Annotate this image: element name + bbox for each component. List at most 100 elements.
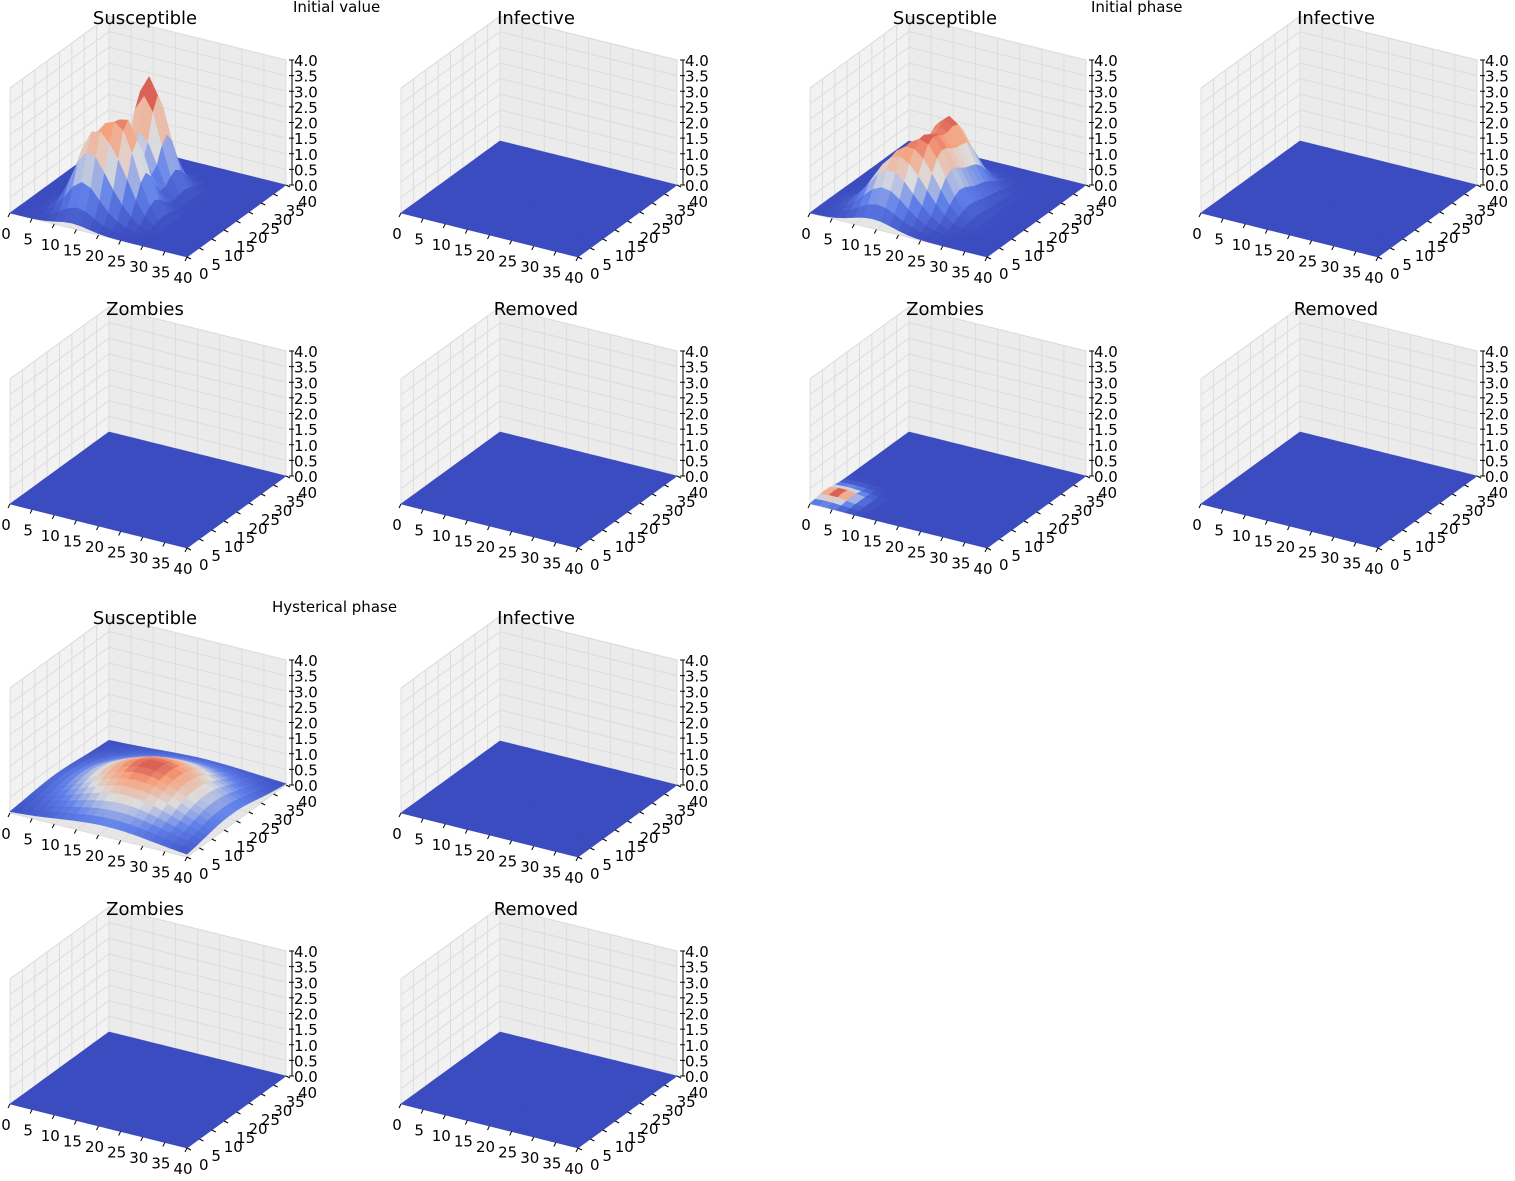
x-tick-label: 25 — [907, 544, 926, 562]
x-tick-label: 5 — [1214, 231, 1224, 249]
y-tick-label: 5 — [1402, 256, 1412, 274]
panel-title: Removed — [494, 899, 578, 920]
y-tick — [249, 1103, 253, 1105]
y-tick-label: 5 — [1011, 256, 1021, 274]
x-tick — [8, 213, 10, 217]
x-tick-label: 35 — [542, 555, 561, 573]
z-tick-label: 1.0 — [1485, 437, 1509, 455]
y-tick-label: 5 — [602, 1147, 612, 1165]
y-tick — [1403, 239, 1407, 241]
x-tick-label: 40 — [973, 560, 992, 578]
x-tick-label: 25 — [907, 253, 926, 271]
x-tick — [8, 813, 10, 817]
x-tick — [97, 835, 99, 839]
x-tick-label: 25 — [498, 853, 517, 871]
x-tick-label: 30 — [129, 549, 148, 567]
x-tick — [30, 819, 32, 823]
x-tick — [399, 1104, 401, 1108]
z-tick-label: 2.5 — [685, 699, 709, 717]
x-tick-label: 15 — [1254, 533, 1273, 551]
z-tick-label: 4.0 — [294, 52, 318, 70]
x-tick-label: 25 — [498, 544, 517, 562]
x-tick — [1376, 257, 1378, 261]
x-tick-label: 5 — [823, 231, 833, 249]
z-tick-label: 3.5 — [1485, 68, 1509, 86]
y-tick — [1037, 512, 1041, 514]
x-tick — [97, 526, 99, 530]
y-tick — [640, 812, 644, 814]
z-tick-label: 2.5 — [685, 99, 709, 117]
x-tick-label: 20 — [885, 538, 904, 556]
y-tick — [578, 257, 582, 259]
x-tick — [963, 543, 965, 547]
z-tick-label: 2.0 — [1485, 115, 1509, 133]
z-tick-label: 2.5 — [1485, 390, 1509, 408]
x-tick-label: 10 — [841, 236, 860, 254]
z-tick-label: 1.0 — [294, 146, 318, 164]
z-tick-label: 0.5 — [1485, 452, 1509, 470]
z-tick-label: 1.5 — [685, 130, 709, 148]
y-tick-label: 0 — [1390, 556, 1400, 574]
z-tick-label: 0.5 — [1094, 452, 1118, 470]
x-tick-label: 35 — [151, 555, 170, 573]
x-tick — [74, 830, 76, 834]
x-tick-label: 20 — [1276, 247, 1295, 265]
y-tick — [249, 212, 253, 214]
x-tick — [897, 235, 899, 239]
y-tick-label: 40 — [1098, 193, 1117, 211]
y-tick — [1024, 521, 1028, 523]
x-tick — [1243, 224, 1245, 228]
y-tick-label: 5 — [602, 547, 612, 565]
z-tick-label: 1.0 — [685, 146, 709, 164]
z-tick-label: 0.5 — [685, 761, 709, 779]
x-tick — [399, 504, 401, 508]
z-tick-label: 4.0 — [1485, 343, 1509, 361]
x-tick — [1332, 537, 1334, 541]
x-tick-label: 25 — [498, 253, 517, 271]
x-tick — [141, 1137, 143, 1141]
z-tick-label: 2.5 — [294, 990, 318, 1008]
z-tick-label: 4.0 — [685, 943, 709, 961]
y-tick — [187, 857, 191, 859]
y-tick — [1415, 230, 1419, 232]
x-tick-label: 15 — [454, 533, 473, 551]
y-tick — [224, 1121, 228, 1123]
x-tick — [421, 819, 423, 823]
z-tick-label: 3.0 — [294, 83, 318, 101]
x-tick-label: 5 — [1214, 522, 1224, 540]
x-tick-label: 40 — [973, 269, 992, 287]
z-tick-label: 0.5 — [294, 1052, 318, 1070]
x-tick — [510, 841, 512, 845]
z-tick-label: 3.0 — [1485, 374, 1509, 392]
y-tick — [1440, 503, 1444, 505]
panel-title: Susceptible — [93, 8, 197, 29]
x-tick — [52, 515, 54, 519]
x-tick — [421, 219, 423, 223]
y-tick-label: 40 — [689, 193, 708, 211]
z-tick-label: 0.5 — [294, 761, 318, 779]
y-tick — [274, 485, 278, 487]
z-tick-label: 3.0 — [1094, 374, 1118, 392]
x-tick — [119, 1132, 121, 1136]
x-tick — [1310, 532, 1312, 536]
y-tick — [1024, 230, 1028, 232]
x-tick-label: 10 — [1232, 236, 1251, 254]
y-tick — [999, 539, 1003, 541]
y-tick — [212, 839, 216, 841]
panel-title: Removed — [1294, 299, 1378, 320]
z-tick-label: 3.0 — [294, 974, 318, 992]
panel-title: Removed — [494, 299, 578, 320]
x-tick — [465, 230, 467, 234]
x-tick-label: 30 — [520, 1149, 539, 1167]
x-tick — [1332, 246, 1334, 250]
y-tick-label: 40 — [1489, 193, 1508, 211]
y-tick — [1465, 194, 1469, 196]
x-tick-label: 25 — [107, 1144, 126, 1162]
z-tick-label: 0.5 — [685, 1052, 709, 1070]
x-tick — [443, 824, 445, 828]
y-tick — [274, 194, 278, 196]
y-tick — [640, 503, 644, 505]
x-tick — [52, 1115, 54, 1119]
y-tick — [1378, 257, 1382, 259]
